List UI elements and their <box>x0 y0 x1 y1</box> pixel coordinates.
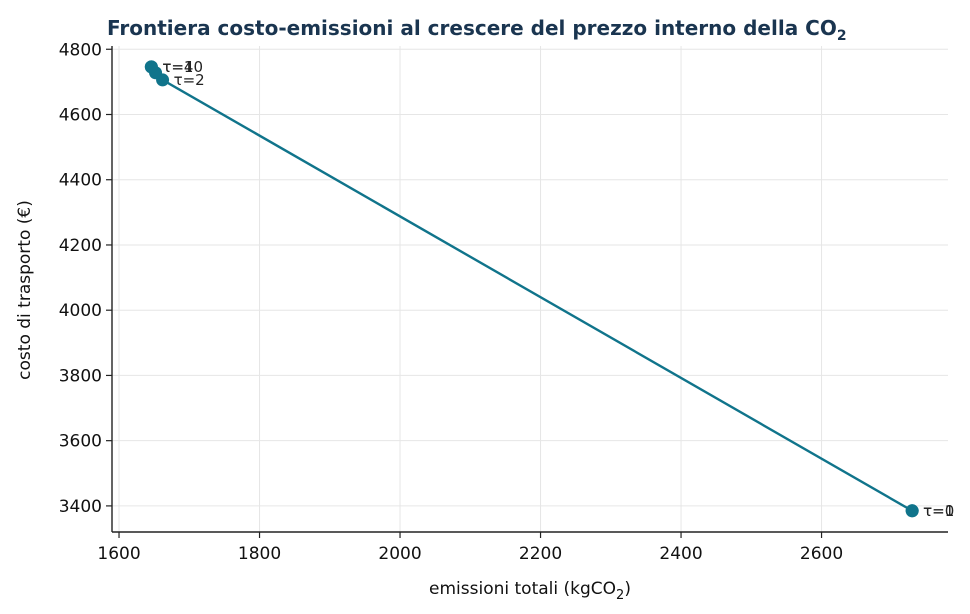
data-label: τ=0 <box>923 502 954 520</box>
grid <box>112 46 948 532</box>
x-axis-label-subscript: 2 <box>616 588 624 603</box>
y-tick-label: 4800 <box>59 40 102 60</box>
x-tick-label: 1800 <box>238 544 281 564</box>
y-tick-label: 4600 <box>59 105 102 125</box>
data-point <box>905 504 919 518</box>
data-label: τ=1 <box>923 502 954 520</box>
x-axis-label: emissioni totali (kgCO2) <box>429 579 631 603</box>
y-axis-label: costo di trasporto (€) <box>15 200 35 380</box>
axes: 1600 1800 2000 2200 2400 2600 3400 3600 3800 4000… <box>59 40 948 564</box>
data-label: τ=2 <box>174 71 205 89</box>
x-tick-label: 1600 <box>97 544 140 564</box>
data-label: τ=10 <box>162 58 203 76</box>
y-tick-label: 4200 <box>59 236 102 256</box>
y-tick-label: 4000 <box>59 301 102 321</box>
y-tick-label: 3800 <box>59 366 102 386</box>
point-labels: τ=0τ=1 τ=2τ=4τ=10 <box>162 58 954 520</box>
y-tick-label: 4400 <box>59 171 102 191</box>
data-label: τ=4 <box>162 58 193 76</box>
y-tick-label: 3400 <box>59 497 102 517</box>
chart-title: Frontiera costo-emissioni al crescere de… <box>107 16 847 44</box>
y-tick-label: 3600 <box>59 432 102 452</box>
x-tick-label: 2400 <box>659 544 702 564</box>
series <box>144 60 919 518</box>
x-tick-label: 2200 <box>519 544 562 564</box>
x-tick-label: 2000 <box>378 544 421 564</box>
data-point <box>144 60 158 74</box>
chart-title-subscript: 2 <box>837 28 847 44</box>
series-line <box>150 66 913 512</box>
x-tick-label: 2600 <box>800 544 843 564</box>
